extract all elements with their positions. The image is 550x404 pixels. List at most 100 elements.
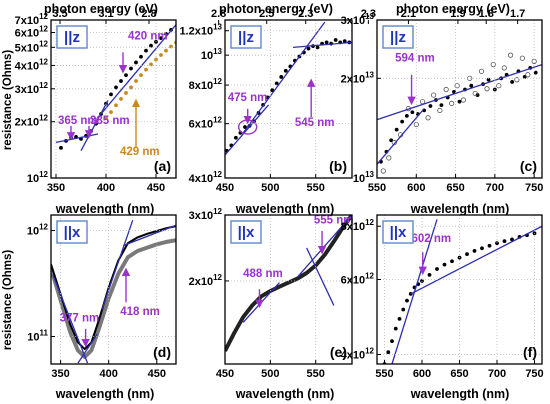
data-point (472, 249, 477, 253)
panel-d: 377 nm 418 nm 350 400 450 1011 1012 ||x (d) (27, 214, 177, 380)
data-point (394, 127, 399, 132)
x-tick-label: 650 (446, 182, 464, 194)
plot-frame (50, 214, 177, 365)
tick-label: 4x1012 (341, 347, 375, 362)
fit-line (80, 100, 109, 151)
data-point (59, 145, 63, 150)
annotation-label: 602 nm (412, 233, 452, 245)
data-point (243, 125, 247, 129)
data-point (519, 55, 525, 61)
data-point (279, 75, 284, 79)
top-tick-label: 1.9 (450, 8, 465, 20)
fit-line (377, 63, 542, 121)
tick-label: 6x1012 (341, 271, 375, 286)
fit-line (52, 274, 89, 364)
data-point (390, 339, 394, 344)
data-point (475, 93, 480, 97)
data-point (386, 350, 391, 355)
data-point (425, 115, 431, 121)
x-tick-label: 600 (413, 368, 431, 380)
fit-line (242, 21, 326, 134)
data-point (134, 79, 138, 83)
top-tick-label: 1.8 (479, 8, 494, 20)
data-point (435, 267, 439, 271)
data-point (484, 86, 490, 92)
data-point (496, 83, 502, 89)
data-point (405, 298, 409, 303)
tick-label: 2x1012 (15, 114, 49, 129)
data-point (495, 241, 499, 246)
tick-label: 4x1012 (189, 170, 223, 185)
tick-label: 1012 (27, 170, 49, 185)
x-tick-label: 450 (148, 368, 166, 380)
polarization-box (382, 220, 414, 244)
x-tick-label: 400 (100, 368, 118, 380)
tick-label: 4x1012 (15, 57, 49, 72)
data-point (467, 75, 473, 81)
data-point (486, 77, 491, 82)
fit-line (100, 24, 176, 115)
x-tick-label: 550 (307, 368, 325, 380)
top-tick-label: 2.3 (298, 8, 313, 20)
data-point (324, 40, 329, 45)
plot-frame (50, 19, 177, 179)
x-tick-label: 500 (261, 182, 279, 194)
data-point (233, 135, 238, 140)
data-point (419, 99, 426, 105)
polarization-label: ||x (64, 224, 81, 241)
data-point (129, 66, 133, 71)
fit-line (225, 104, 270, 156)
tick-label: 2x1012 (189, 273, 223, 288)
annotation-label: 545 nm (295, 117, 335, 129)
polarization-tag: ||z (230, 25, 262, 49)
annotation-label: 594 nm (395, 52, 435, 64)
panel-label: (c) (520, 158, 537, 174)
x-tick-label: 650 (450, 368, 468, 380)
plot-frame (224, 214, 353, 365)
data-point (164, 48, 168, 53)
tick-label: 2x1013 (341, 70, 375, 85)
top-tick-label: 1.7 (510, 8, 525, 20)
data-point (510, 80, 515, 84)
tick-label: 1.2x1013 (179, 23, 222, 38)
top-tick-label: 3.1 (98, 8, 113, 20)
top-tick-label: 2.5 (259, 8, 274, 20)
data-point (333, 38, 338, 42)
data-point (507, 52, 514, 58)
x-tick-label: 450 (216, 368, 234, 380)
x-tick-label: 750 (525, 368, 543, 380)
data-point (454, 83, 460, 89)
polarization-tag: ||z (56, 25, 88, 49)
data-point (514, 77, 520, 83)
x-tick-label: 550 (375, 368, 393, 380)
data-point (457, 99, 462, 104)
data-point (159, 53, 163, 57)
data-point (480, 246, 484, 251)
data-point (443, 86, 449, 93)
panel-label: (a) (154, 158, 171, 174)
polarization-box (56, 220, 88, 244)
data-point (159, 36, 163, 41)
fit-line (77, 333, 98, 364)
polarization-tag: ||z (382, 25, 414, 49)
annotation-label: 475 nm (228, 92, 268, 104)
polarization-label: ||z (390, 29, 406, 46)
tick-label: 1011 (27, 328, 48, 343)
data-point (404, 114, 409, 118)
tick-label: 7x1012 (15, 12, 49, 27)
x-tick-label: 450 (216, 182, 234, 194)
data-point (134, 60, 138, 65)
x-axis-title: wavelength (nm) (410, 202, 510, 216)
tick-label: 8x1012 (189, 77, 223, 92)
data-point (502, 239, 507, 244)
tick-label: 3x1012 (189, 207, 223, 222)
data-point (487, 243, 492, 248)
annotation-label: 429 nm (120, 146, 160, 158)
data-point (437, 107, 443, 114)
data-point (465, 252, 469, 257)
x-tick-label: 600 (407, 182, 425, 194)
data-point (386, 155, 392, 161)
data-point (129, 85, 133, 90)
data-point (533, 70, 538, 75)
